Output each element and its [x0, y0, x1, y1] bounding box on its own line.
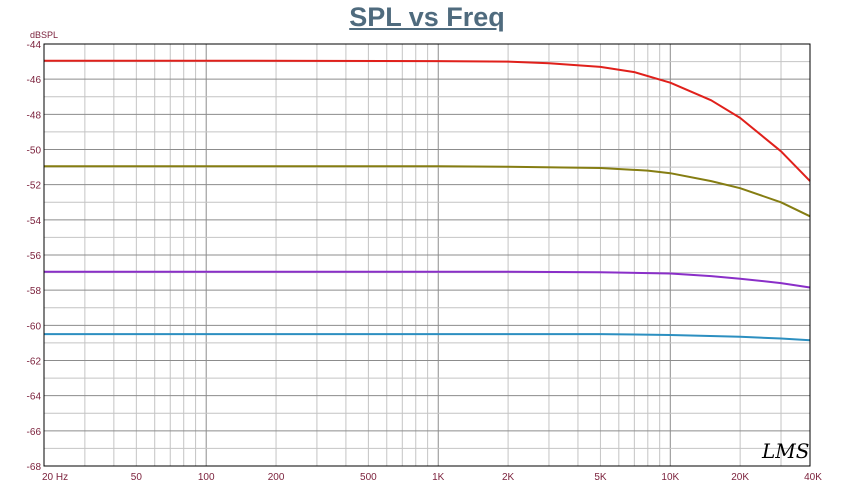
- y-tick-label: -68: [27, 462, 42, 473]
- series-line-4: [44, 333, 811, 342]
- y-tick-label: -50: [27, 146, 42, 157]
- x-tick-label: 100: [198, 472, 215, 483]
- x-tick-label: 20K: [731, 472, 749, 483]
- y-tick-label: -52: [27, 181, 42, 192]
- y-tick-labels: -44 -46 -48 -50 -52 -54 -56 -58 -60 -62 -64 -66 -68: [27, 40, 42, 473]
- x-tick-label: 2K: [502, 472, 515, 483]
- y-tick-label: -56: [27, 251, 42, 262]
- x-tick-label: 40K: [804, 472, 822, 483]
- x-tick-label: 200: [268, 472, 285, 483]
- x-tick-label: 5K: [594, 472, 607, 483]
- plot-frame: [43, 43, 811, 467]
- y-tick-label: -44: [27, 40, 42, 51]
- y-tick-label: -48: [27, 110, 42, 121]
- y-tick-label: -66: [27, 427, 42, 438]
- series-line-3: [44, 270, 811, 289]
- series-line-2: [44, 165, 811, 218]
- series-group: [44, 59, 811, 342]
- y-axis-label: dBSPL: [30, 30, 58, 40]
- y-tick-label: -60: [27, 321, 42, 332]
- x-tick-label: 500: [360, 472, 377, 483]
- y-tick-label: -46: [27, 75, 42, 86]
- x-tick-label: 10K: [661, 472, 679, 483]
- x-tick-label: 50: [131, 472, 143, 483]
- series-line-1: [44, 59, 811, 182]
- y-tick-label: -64: [27, 392, 42, 403]
- chart-title: SPL vs Freq: [349, 2, 505, 32]
- x-tick-labels: 20 Hz 50 100 200 500 1K 2K 5K 10K 20K 40K: [42, 472, 822, 483]
- x-tick-label: 1K: [432, 472, 445, 483]
- x-tick-label: 20 Hz: [42, 472, 68, 483]
- y-tick-label: -58: [27, 286, 42, 297]
- grid: [44, 44, 810, 466]
- y-tick-label: -62: [27, 357, 42, 368]
- lms-logo: LMS: [761, 439, 809, 463]
- y-tick-label: -54: [27, 216, 42, 227]
